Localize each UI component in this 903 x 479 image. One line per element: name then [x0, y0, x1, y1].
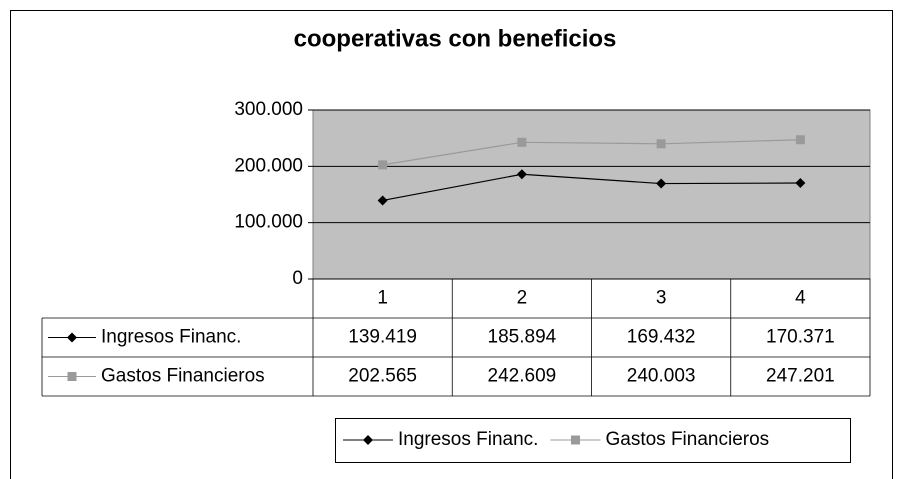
y-tick-label: 300.000: [234, 99, 303, 120]
plot-area: [312, 109, 871, 280]
y-tick-label: 200.000: [234, 155, 303, 176]
x-tick-label: 4: [795, 288, 806, 309]
data-point: [795, 178, 806, 189]
data-point: [517, 137, 527, 147]
y-tick-label: 0: [292, 268, 303, 289]
data-point: [377, 195, 388, 206]
x-tick-label: 2: [517, 288, 528, 309]
legend-key-marker: [67, 372, 77, 381]
legend-key-marker: [363, 435, 373, 445]
x-tick-label: 1: [377, 288, 388, 309]
x-tick-label: 3: [656, 288, 667, 309]
table-value: 169.432: [627, 327, 696, 348]
series-line: [382, 139, 801, 166]
data-point: [656, 139, 666, 149]
legend-label: Ingresos Financ.: [398, 429, 538, 450]
table-value: 247.201: [766, 366, 835, 387]
table-value: 185.894: [488, 327, 557, 348]
table-value: 139.419: [348, 327, 417, 348]
data-point: [656, 178, 667, 189]
data-point: [516, 169, 527, 180]
legend-label: Gastos Financieros: [605, 429, 769, 450]
chart-border: [10, 10, 893, 479]
legend-key-marker: [570, 435, 580, 445]
table-value: 240.003: [627, 366, 696, 387]
legend-key-marker: [67, 332, 77, 343]
table-value: 202.565: [348, 366, 417, 387]
chart-title: cooperativas con beneficios: [294, 25, 617, 52]
table-value: 242.609: [488, 366, 557, 387]
data-point: [795, 135, 805, 145]
table-row-label: Gastos Financieros: [101, 366, 265, 387]
y-tick-label: 100.000: [234, 212, 303, 233]
table-value: 170.371: [766, 327, 835, 348]
data-point: [378, 160, 388, 170]
series-line: [382, 173, 801, 202]
table-row-label: Ingresos Financ.: [101, 327, 241, 348]
